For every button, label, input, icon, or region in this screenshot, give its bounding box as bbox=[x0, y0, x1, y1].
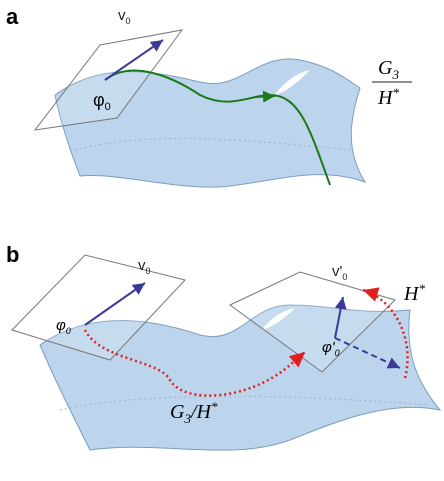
label-sub: 0 bbox=[146, 266, 151, 276]
vector-label: v'0 bbox=[332, 263, 347, 282]
label-main: H bbox=[377, 87, 394, 109]
label-main: G bbox=[378, 57, 393, 79]
label-sup: * bbox=[392, 85, 399, 100]
label-sup: * bbox=[211, 399, 218, 414]
label-main: H bbox=[196, 401, 213, 423]
diagram: a v0 φ0 G3 H* b v0 φ0 v'0 φ'0 H* G3/H* bbox=[0, 0, 444, 481]
label-sub: 0 bbox=[105, 101, 111, 113]
panel-label: a bbox=[6, 4, 19, 29]
label-sup: * bbox=[418, 281, 425, 296]
label-main: φ bbox=[56, 317, 66, 334]
vector-label: v0 bbox=[138, 257, 151, 276]
label-sub: 0 bbox=[126, 16, 131, 26]
quotient-denominator: H* bbox=[377, 85, 399, 109]
label-sub: 0 bbox=[342, 272, 347, 282]
path-label: G3/H* bbox=[170, 399, 218, 426]
label-sub: 0 bbox=[335, 348, 340, 358]
group-label: H* bbox=[403, 281, 425, 305]
label-main: v' bbox=[332, 263, 343, 280]
label-sub: 0 bbox=[66, 326, 71, 336]
panel-label: b bbox=[6, 242, 19, 267]
label-main: φ bbox=[93, 90, 105, 110]
vector-label: v0 bbox=[118, 7, 131, 26]
label-sub: 3 bbox=[391, 67, 399, 82]
label-main: H bbox=[403, 283, 420, 305]
label-main: G bbox=[170, 401, 185, 423]
curve-arrow bbox=[255, 96, 275, 97]
quotient-numerator: G3 bbox=[378, 57, 399, 82]
